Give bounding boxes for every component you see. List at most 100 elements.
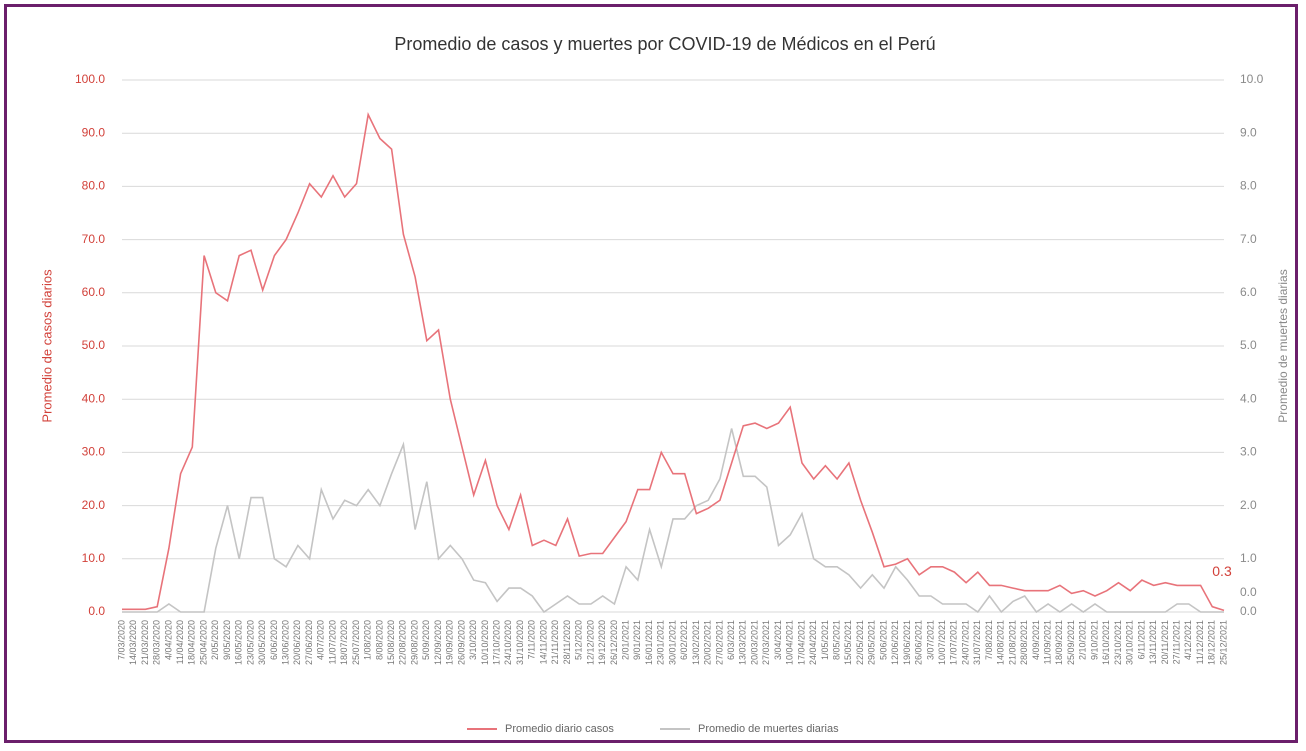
y-tick-label: 0.0 [88,604,105,618]
x-tick-label: 2/01/2021 [620,620,630,660]
y2-tick-label: 2.0 [1240,498,1257,512]
x-tick-label: 19/09/2020 [445,620,455,665]
x-tick-label: 1/05/2021 [820,620,830,660]
y-tick-label: 10.0 [82,551,106,565]
x-tick-label: 23/01/2021 [656,620,666,665]
x-tick-label: 6/03/2021 [726,620,736,660]
x-tick-label: 9/10/2021 [1089,620,1099,660]
x-tick-label: 27/02/2021 [714,620,724,665]
x-tick-label: 17/07/2021 [949,620,959,665]
x-tick-label: 25/12/2021 [1218,620,1228,665]
x-tick-label: 5/12/2020 [574,620,584,660]
x-tick-label: 21/11/2020 [550,620,560,664]
x-tick-label: 18/07/2020 [339,620,349,665]
x-tick-label: 22/05/2021 [855,620,865,665]
x-tick-label: 6/02/2021 [679,620,689,660]
x-tick-label: 9/01/2021 [632,620,642,660]
x-tick-label: 16/01/2021 [644,620,654,665]
x-tick-label: 24/10/2020 [503,620,513,665]
data-label: 0.0 [1240,585,1257,599]
chart-title: Promedio de casos y muertes por COVID-19… [394,34,935,54]
x-tick-label: 31/07/2021 [972,620,982,665]
x-tick-label: 18/04/2020 [187,620,197,665]
x-tick-label: 4/12/2021 [1183,620,1193,660]
data-label: 0.3 [1212,563,1232,579]
y-tick-label: 80.0 [82,179,106,193]
x-tick-label: 19/06/2021 [902,620,912,665]
x-tick-label: 28/03/2020 [152,620,162,665]
x-tick-label: 13/11/2021 [1148,620,1158,664]
x-tick-label: 21/03/2020 [140,620,150,665]
x-tick-label: 18/09/2021 [1054,620,1064,665]
x-tick-label: 23/10/2021 [1113,620,1123,665]
x-tick-label: 20/11/2021 [1160,620,1170,664]
frame [4,4,1298,743]
x-tick-label: 26/06/2021 [914,620,924,665]
x-tick-label: 25/04/2020 [198,620,208,665]
x-tick-label: 22/08/2020 [398,620,408,665]
x-tick-label: 7/03/2020 [116,620,126,660]
y2-tick-label: 8.0 [1240,179,1257,193]
x-tick-label: 25/09/2021 [1066,620,1076,665]
x-tick-label: 3/07/2021 [925,620,935,660]
x-tick-label: 4/04/2020 [163,620,173,660]
line-series [122,112,1225,612]
x-tick-label: 8/08/2020 [374,620,384,660]
x-tick-label: 27/11/2021 [1171,620,1181,664]
y-tick-label: 100.0 [75,72,105,86]
y-tick-label: 30.0 [82,445,106,459]
x-tick-label: 25/07/2020 [351,620,361,665]
x-tick-label: 27/03/2021 [761,620,771,665]
x-tick-label: 12/12/2020 [585,620,595,665]
y2-axis-title: Promedio de muertes diarias [1276,269,1290,422]
y2-tick-label: 9.0 [1240,125,1257,139]
x-tick-label: 17/10/2020 [492,620,502,665]
y-tick-label: 40.0 [82,391,106,405]
y-tick-label: 90.0 [82,125,106,139]
x-tick-label: 31/10/2020 [515,620,525,665]
x-tick-label: 30/05/2020 [257,620,267,665]
x-tick-label: 10/04/2021 [785,620,795,665]
x-tick-label: 24/04/2021 [808,620,818,665]
y2-tick-label: 4.0 [1240,391,1257,405]
x-tick-label: 14/08/2021 [996,620,1006,665]
x-tick-label: 10/10/2020 [480,620,490,665]
x-tick-label: 20/06/2020 [292,620,302,665]
x-tick-label: 5/09/2020 [421,620,431,660]
y-axis-title: Promedio de casos diarios [39,269,54,423]
x-tick-label: 9/05/2020 [222,620,232,660]
x-tick-label: 10/07/2021 [937,620,947,665]
x-tick-label: 23/05/2020 [245,620,255,665]
x-tick-label: 26/12/2020 [609,620,619,665]
x-tick-label: 11/04/2020 [175,620,185,664]
x-tick-label: 18/12/2021 [1207,620,1217,665]
x-tick-label: 13/03/2021 [738,620,748,665]
x-tick-label: 24/07/2021 [960,620,970,665]
x-tick-label: 29/05/2021 [867,620,877,665]
x-tick-label: 28/11/2020 [562,620,572,664]
x-tick-label: 14/03/2020 [128,620,138,665]
y-tick-label: 50.0 [82,338,106,352]
x-tick-label: 2/10/2021 [1078,620,1088,660]
x-tick-label: 6/11/2021 [1136,620,1146,659]
x-tick-label: 21/08/2021 [1007,620,1017,665]
x-tick-label: 30/01/2021 [667,620,677,665]
y2-tick-label: 0.0 [1240,604,1257,618]
x-tick-label: 2/05/2020 [210,620,220,660]
x-tick-label: 7/11/2020 [527,620,537,659]
x-tick-label: 29/08/2020 [409,620,419,665]
x-tick-label: 15/05/2021 [843,620,853,665]
x-tick-label: 6/06/2020 [269,620,279,660]
x-tick-label: 19/12/2020 [597,620,607,665]
x-tick-label: 26/09/2020 [456,620,466,665]
x-tick-label: 16/10/2021 [1101,620,1111,665]
y2-tick-label: 10.0 [1240,72,1264,86]
y2-tick-label: 1.0 [1240,551,1257,565]
x-tick-label: 20/02/2021 [703,620,713,665]
x-tick-label: 13/06/2020 [281,620,291,665]
x-tick-label: 16/05/2020 [234,620,244,665]
x-tick-label: 11/09/2021 [1043,620,1053,664]
y-tick-label: 60.0 [82,285,106,299]
y-tick-label: 20.0 [82,498,106,512]
